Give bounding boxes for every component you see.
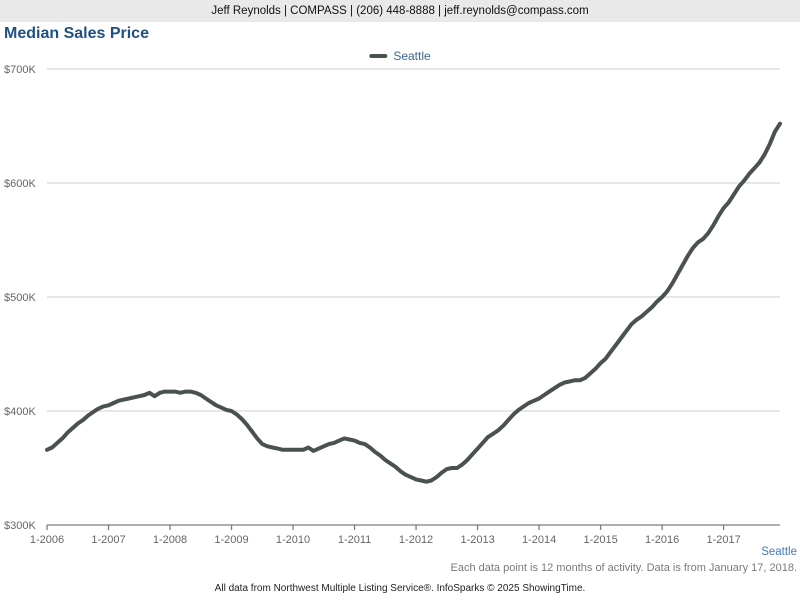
x-tick-label: 1-2015 bbox=[583, 534, 617, 546]
legend-label[interactable]: Seattle bbox=[393, 49, 431, 63]
x-tick-label: 1-2014 bbox=[522, 534, 556, 546]
x-tick-label: 1-2012 bbox=[399, 534, 433, 546]
y-tick-label: $700K bbox=[4, 64, 36, 76]
y-tick-label: $600K bbox=[4, 178, 36, 190]
x-tick-label: 1-2016 bbox=[645, 534, 679, 546]
x-tick-label: 1-2006 bbox=[30, 534, 64, 546]
x-tick-label: 1-2017 bbox=[706, 534, 740, 546]
legend[interactable]: Seattle bbox=[369, 49, 431, 63]
region-link[interactable]: Seattle bbox=[761, 546, 797, 558]
agent-contact-bar: Jeff Reynolds | COMPASS | (206) 448-8888… bbox=[0, 0, 800, 22]
x-tick-label: 1-2010 bbox=[276, 534, 310, 546]
y-tick-label: $500K bbox=[4, 292, 36, 304]
agent-contact-text: Jeff Reynolds | COMPASS | (206) 448-8888… bbox=[211, 5, 589, 17]
x-tick-label: 1-2007 bbox=[91, 534, 125, 546]
y-tick-label: $300K bbox=[4, 520, 36, 532]
page-title: Median Sales Price bbox=[4, 25, 149, 42]
y-tick-label: $400K bbox=[4, 406, 36, 418]
data-note: Each data point is 12 months of activity… bbox=[450, 562, 797, 574]
attribution-text: All data from Northwest Multiple Listing… bbox=[214, 583, 586, 594]
x-tick-label: 1-2011 bbox=[338, 534, 371, 546]
x-tick-label: 1-2009 bbox=[214, 534, 248, 546]
x-tick-label: 1-2008 bbox=[153, 534, 187, 546]
seattle-series-line bbox=[45, 121, 782, 484]
legend-line-swatch bbox=[369, 54, 388, 58]
x-tick-label: 1-2013 bbox=[460, 534, 494, 546]
